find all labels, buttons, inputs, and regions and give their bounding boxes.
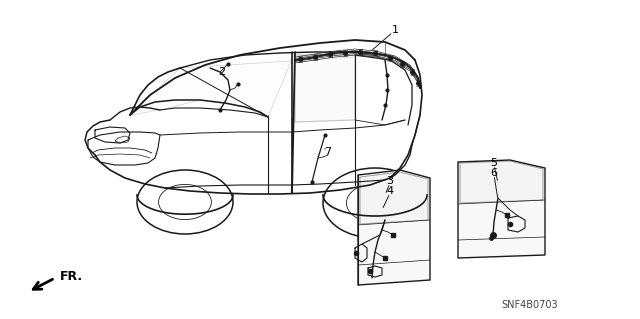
Text: 6: 6 — [490, 168, 497, 178]
Text: 3: 3 — [387, 176, 394, 186]
Polygon shape — [295, 55, 355, 122]
Polygon shape — [458, 160, 545, 258]
Text: SNF4B0703: SNF4B0703 — [502, 300, 558, 310]
Polygon shape — [360, 172, 428, 224]
Text: FR.: FR. — [60, 270, 83, 283]
Polygon shape — [358, 170, 430, 285]
Text: 5: 5 — [490, 158, 497, 168]
Text: 4: 4 — [387, 186, 394, 196]
Text: 2: 2 — [218, 67, 225, 77]
Text: 7: 7 — [324, 147, 332, 157]
Text: 1: 1 — [392, 25, 399, 35]
Polygon shape — [130, 52, 385, 117]
Polygon shape — [460, 161, 543, 203]
